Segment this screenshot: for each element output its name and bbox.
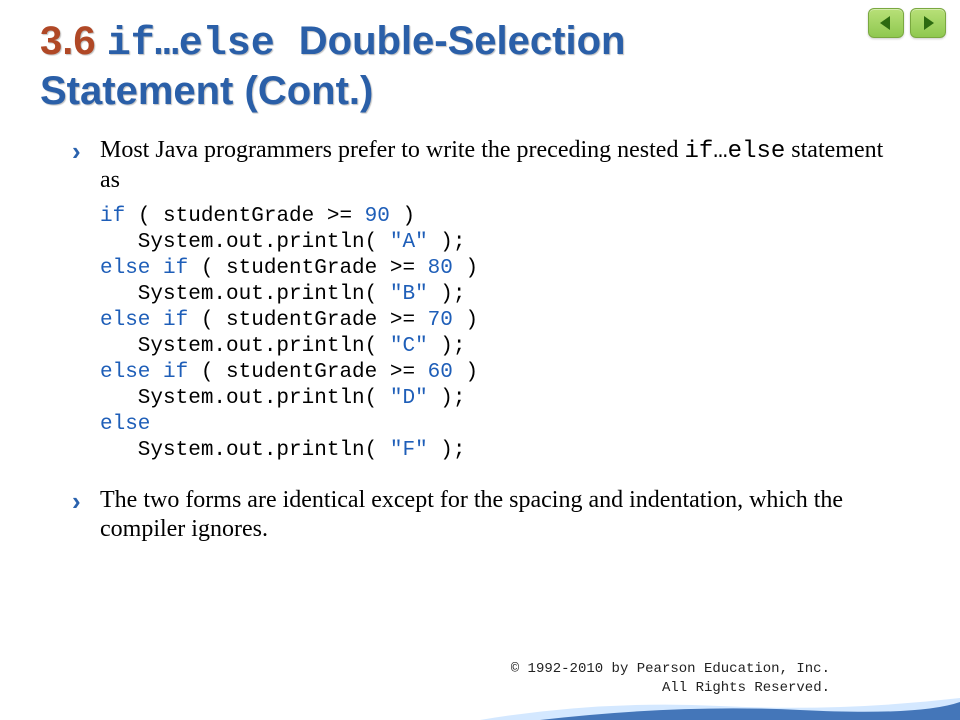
footer-line-2: All Rights Reserved. — [511, 679, 830, 698]
bullet1-text-a: Most Java programmers prefer to write th… — [100, 137, 684, 163]
slide-content: Most Java programmers prefer to write th… — [0, 126, 960, 544]
nav-buttons — [868, 8, 946, 38]
title-part1: Double-Selection — [299, 19, 626, 63]
prev-button[interactable] — [868, 8, 904, 38]
title-part2: Statement (Cont.) — [40, 69, 373, 113]
bottom-accent-graphic — [480, 696, 960, 720]
next-button[interactable] — [910, 8, 946, 38]
arrow-left-icon — [877, 14, 895, 32]
code-block: if ( studentGrade >= 90 ) System.out.pri… — [100, 204, 900, 464]
title-mono: if…else — [107, 22, 299, 67]
footer-line-1: © 1992-2010 by Pearson Education, Inc. — [511, 660, 830, 679]
bullet1-mono: if…else — [684, 138, 785, 165]
section-number: 3.6 — [40, 19, 107, 63]
arrow-right-icon — [919, 14, 937, 32]
copyright-footer: © 1992-2010 by Pearson Education, Inc. A… — [511, 660, 830, 698]
bullet-2: The two forms are identical except for t… — [72, 486, 900, 545]
bullet-1: Most Java programmers prefer to write th… — [72, 136, 900, 196]
bullet2-text: The two forms are identical except for t… — [100, 487, 843, 542]
slide-title: 3.6 if…else Double-Selection Statement (… — [0, 0, 960, 126]
